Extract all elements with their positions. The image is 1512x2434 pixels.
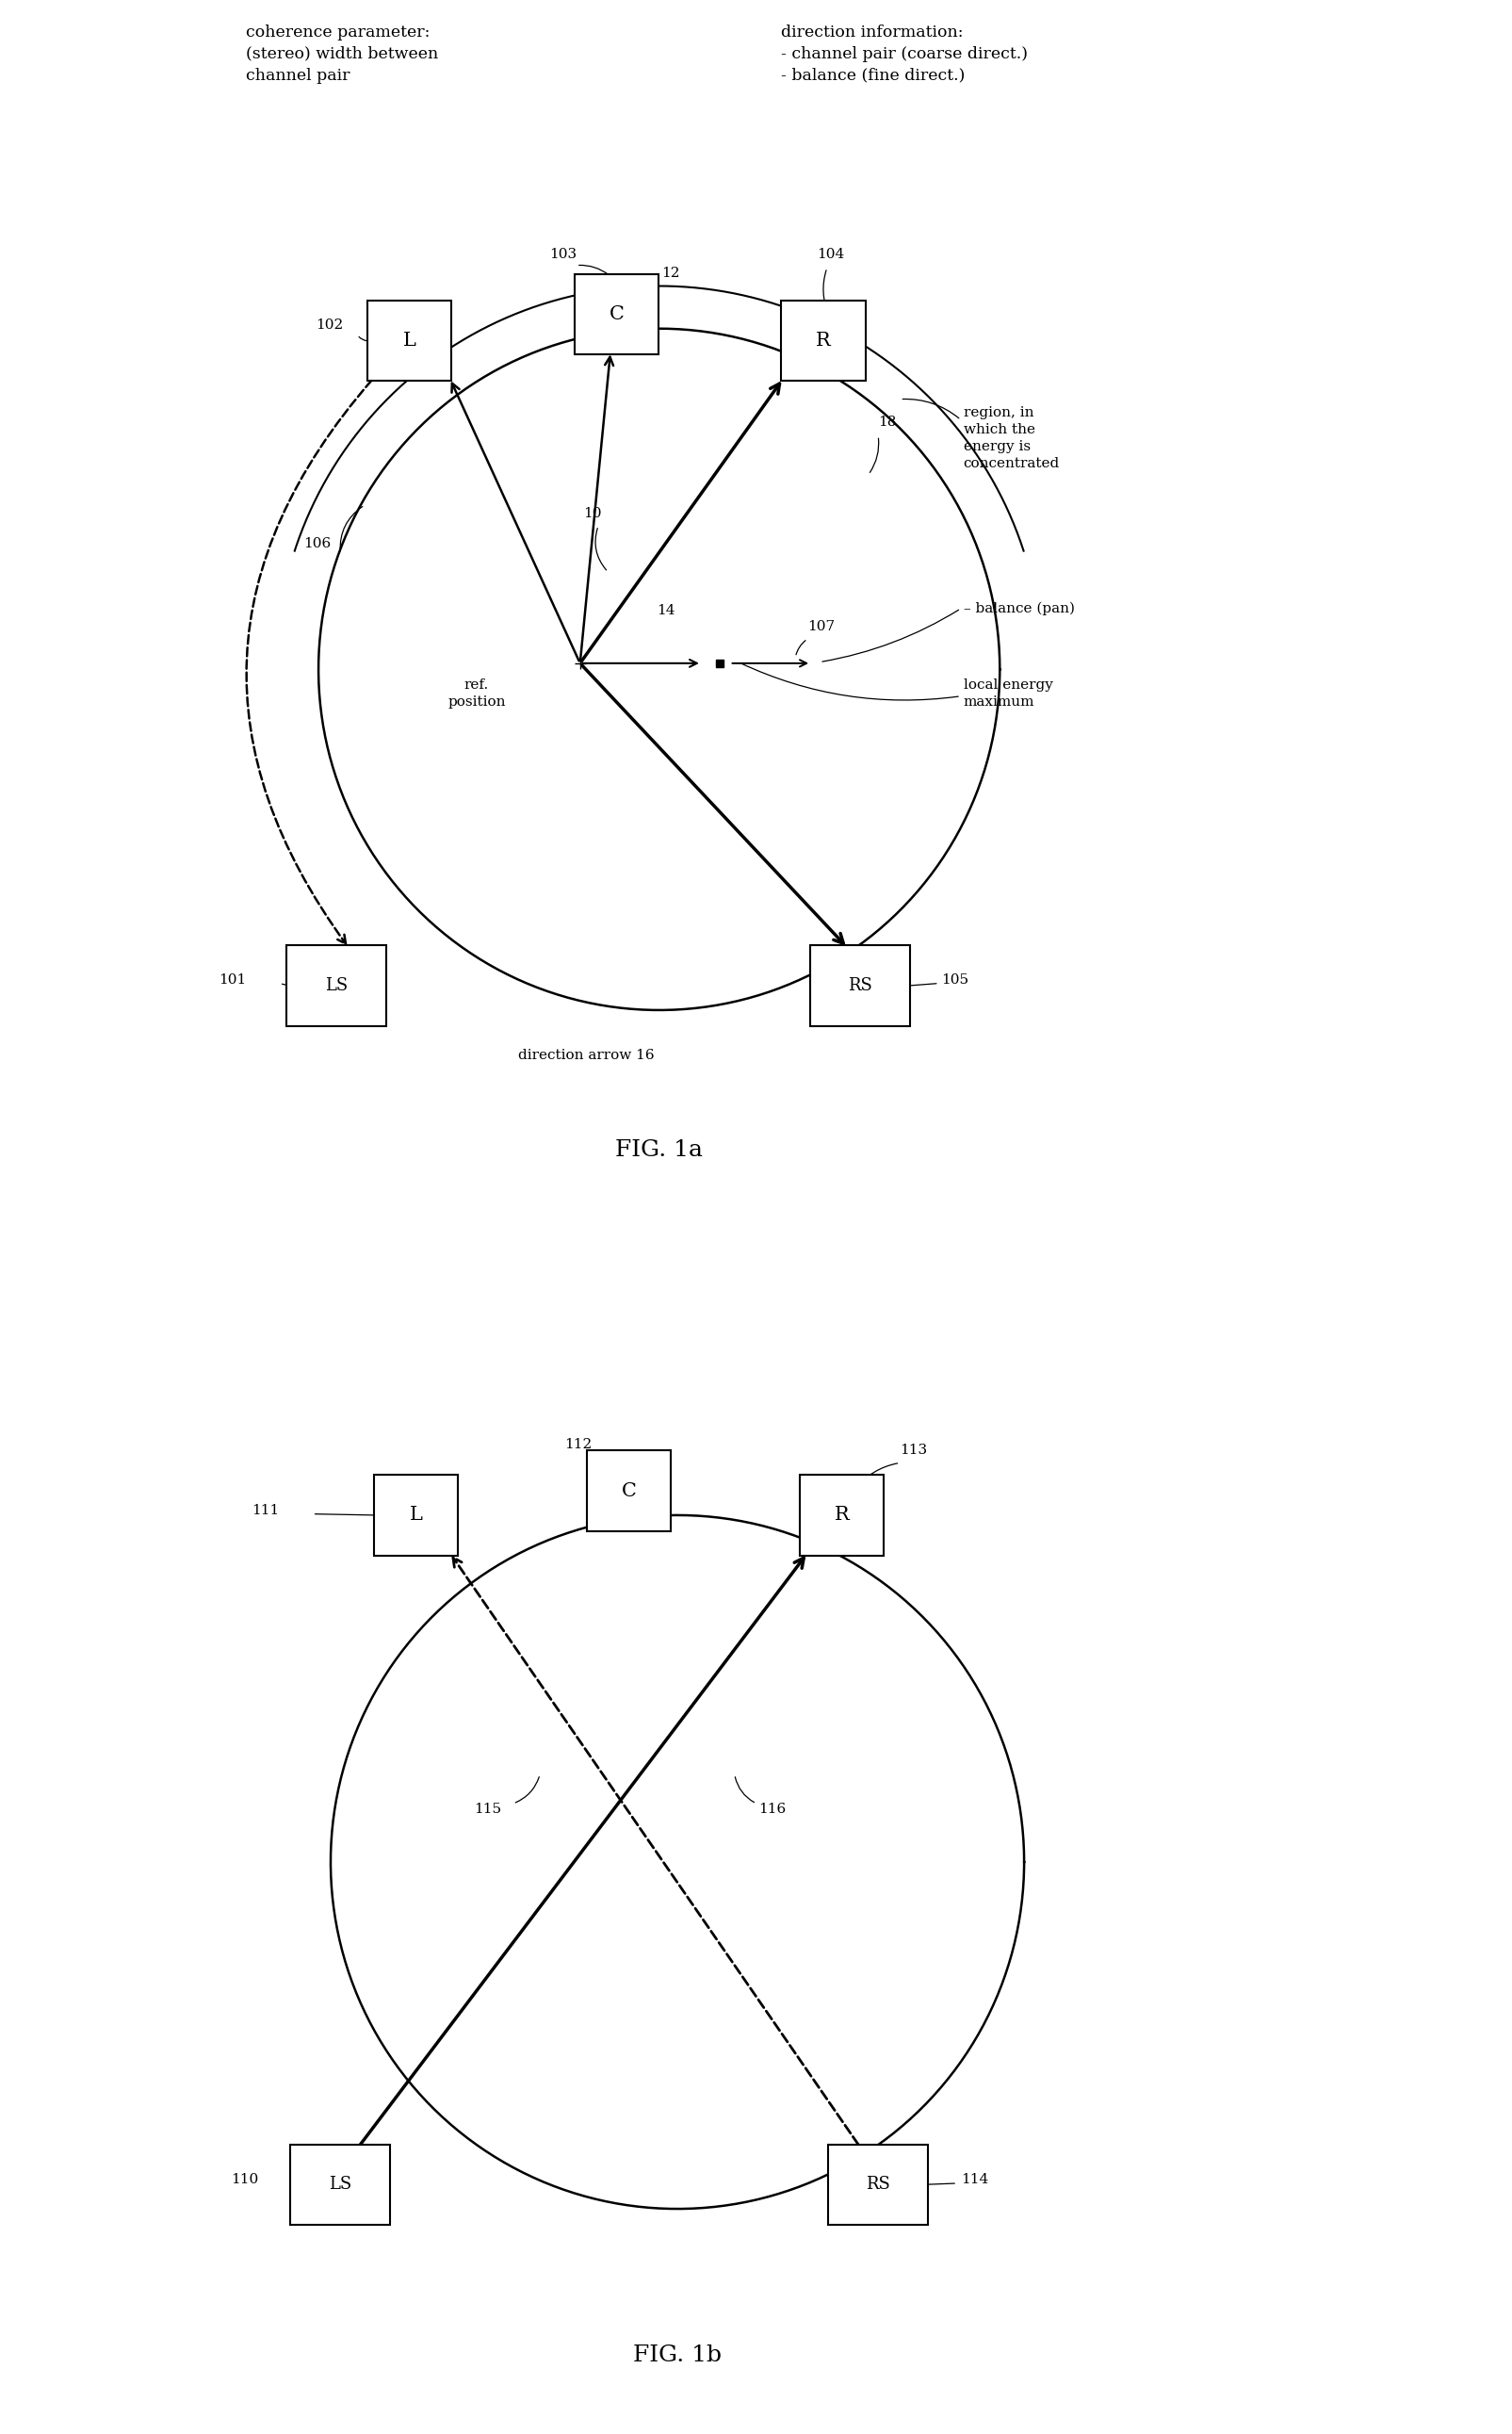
Text: 107: 107 — [807, 621, 835, 633]
Text: R: R — [815, 331, 830, 350]
Text: 14: 14 — [656, 604, 674, 618]
FancyBboxPatch shape — [287, 944, 387, 1027]
Text: 114: 114 — [960, 2174, 987, 2186]
FancyBboxPatch shape — [809, 944, 909, 1027]
Text: 112: 112 — [564, 1438, 591, 1451]
Text: R: R — [833, 1507, 848, 1524]
Text: C: C — [609, 304, 623, 324]
Text: LS: LS — [328, 2176, 352, 2193]
Text: 113: 113 — [900, 1443, 927, 1458]
Text: direction arrow 16: direction arrow 16 — [517, 1049, 653, 1061]
Text: 104: 104 — [816, 248, 844, 260]
Text: 103: 103 — [549, 248, 576, 260]
FancyBboxPatch shape — [290, 2144, 390, 2225]
FancyBboxPatch shape — [780, 299, 865, 380]
Text: direction information:
- channel pair (coarse direct.)
- balance (fine direct.): direction information: - channel pair (c… — [780, 24, 1027, 83]
FancyBboxPatch shape — [587, 1451, 670, 1531]
Text: C: C — [621, 1482, 637, 1499]
FancyBboxPatch shape — [800, 1475, 883, 1555]
Text: ref.
position: ref. position — [448, 679, 505, 708]
Text: FIG. 1b: FIG. 1b — [632, 2344, 721, 2366]
Text: 102: 102 — [316, 319, 343, 331]
FancyBboxPatch shape — [367, 299, 452, 380]
Text: FIG. 1a: FIG. 1a — [615, 1139, 703, 1161]
Text: LS: LS — [325, 978, 348, 993]
Text: L: L — [402, 331, 416, 350]
FancyBboxPatch shape — [827, 2144, 927, 2225]
Text: 12: 12 — [661, 268, 679, 280]
Text: 10: 10 — [584, 506, 602, 521]
Text: 110: 110 — [231, 2174, 259, 2186]
FancyBboxPatch shape — [373, 1475, 458, 1555]
FancyBboxPatch shape — [575, 273, 658, 355]
Text: region, in
which the
energy is
concentrated: region, in which the energy is concentra… — [963, 406, 1058, 470]
Text: 18: 18 — [877, 416, 895, 428]
Text: 105: 105 — [940, 974, 968, 986]
Text: – balance (pan): – balance (pan) — [963, 601, 1074, 616]
Text: L: L — [410, 1507, 422, 1524]
Text: 101: 101 — [219, 974, 246, 986]
Text: 111: 111 — [251, 1504, 278, 1516]
Text: 115: 115 — [473, 1804, 502, 1816]
Text: 116: 116 — [759, 1804, 786, 1816]
Text: RS: RS — [865, 2176, 889, 2193]
Text: 106: 106 — [304, 538, 331, 550]
Text: local energy
maximum: local energy maximum — [963, 679, 1052, 708]
Text: RS: RS — [847, 978, 871, 993]
Text: coherence parameter:
(stereo) width between
channel pair: coherence parameter: (stereo) width betw… — [245, 24, 437, 83]
